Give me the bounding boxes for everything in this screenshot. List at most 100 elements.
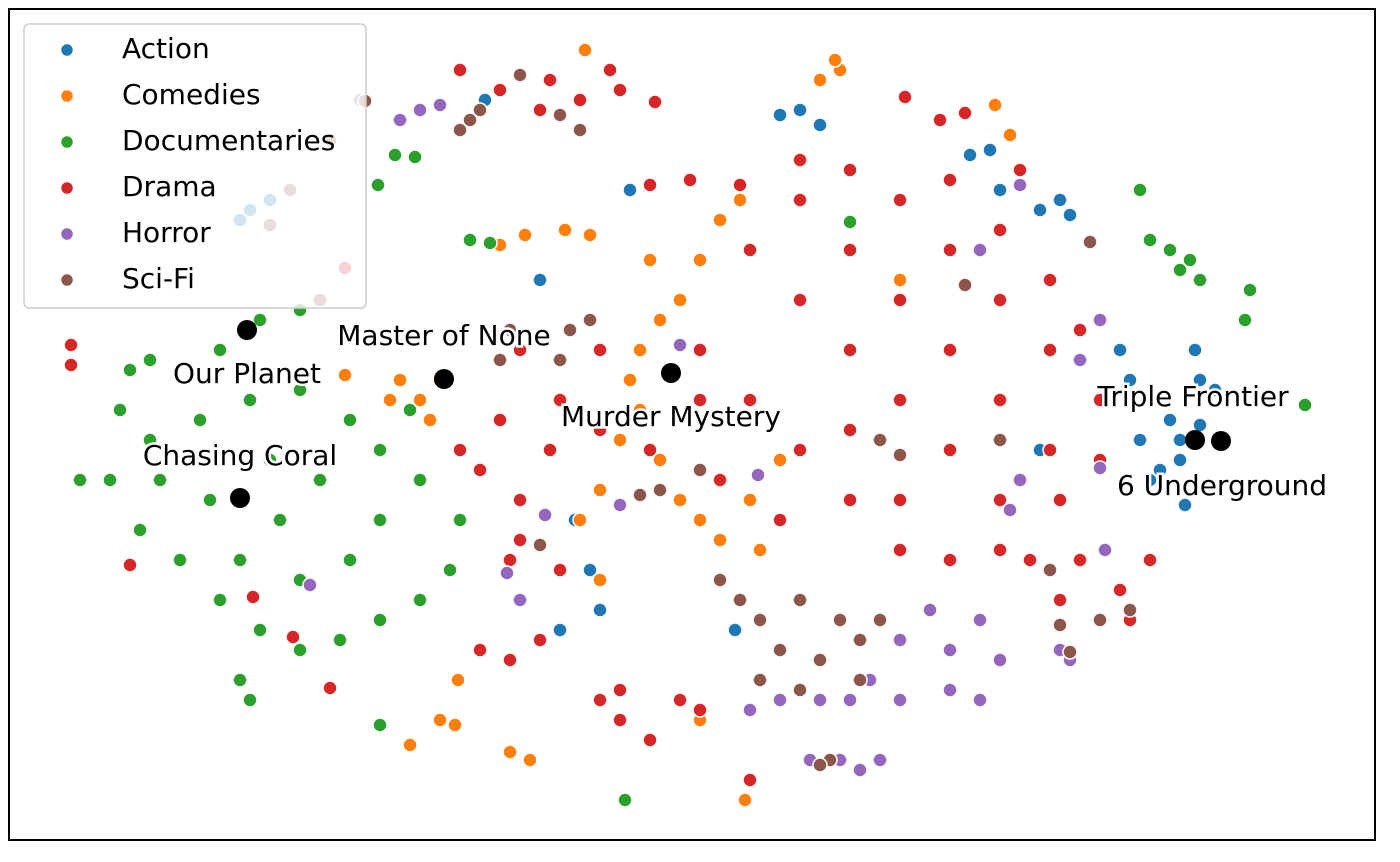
point bbox=[612, 432, 628, 448]
point bbox=[1012, 177, 1028, 193]
point bbox=[792, 292, 808, 308]
legend-label: Comedies bbox=[122, 78, 261, 111]
point bbox=[512, 67, 528, 83]
point bbox=[942, 342, 958, 358]
point bbox=[1132, 432, 1148, 448]
point bbox=[262, 452, 278, 468]
point bbox=[652, 482, 668, 498]
point bbox=[992, 182, 1008, 198]
point bbox=[447, 717, 463, 733]
point bbox=[192, 452, 208, 468]
point bbox=[942, 642, 958, 658]
point bbox=[672, 692, 688, 708]
point bbox=[647, 94, 663, 110]
point bbox=[612, 712, 628, 728]
point bbox=[337, 367, 353, 383]
point bbox=[1002, 502, 1018, 518]
point bbox=[512, 342, 528, 358]
point bbox=[942, 242, 958, 258]
point bbox=[812, 757, 828, 773]
point bbox=[1092, 312, 1108, 328]
point bbox=[402, 737, 418, 753]
point bbox=[792, 682, 808, 698]
point bbox=[1172, 262, 1188, 278]
point bbox=[202, 492, 218, 508]
point bbox=[1192, 417, 1208, 433]
point bbox=[852, 672, 868, 688]
point bbox=[452, 512, 468, 528]
legend-marker bbox=[59, 42, 75, 58]
point bbox=[517, 227, 533, 243]
point bbox=[499, 565, 515, 581]
point bbox=[472, 642, 488, 658]
point bbox=[1142, 232, 1158, 248]
point bbox=[372, 612, 388, 628]
point bbox=[752, 612, 768, 628]
point bbox=[492, 412, 508, 428]
point bbox=[1062, 644, 1078, 660]
point bbox=[532, 537, 548, 553]
point bbox=[692, 342, 708, 358]
point bbox=[462, 232, 478, 248]
legend-label: Sci-Fi bbox=[122, 262, 195, 295]
point bbox=[772, 642, 788, 658]
point bbox=[892, 492, 908, 508]
point bbox=[992, 652, 1008, 668]
point bbox=[63, 357, 79, 373]
point bbox=[1042, 342, 1058, 358]
annotations: Our Planet Master of None Murder Mystery Ch… bbox=[140, 317, 1330, 508]
point bbox=[322, 680, 338, 696]
point bbox=[992, 392, 1008, 408]
point bbox=[642, 732, 658, 748]
point bbox=[1032, 202, 1048, 218]
highlight-point bbox=[237, 320, 257, 340]
point bbox=[370, 177, 386, 193]
point bbox=[532, 102, 548, 118]
point bbox=[772, 107, 788, 123]
point bbox=[1142, 552, 1158, 568]
point bbox=[245, 589, 261, 605]
point bbox=[892, 392, 908, 408]
point bbox=[552, 107, 568, 123]
annotation-label: Our Planet bbox=[173, 357, 321, 390]
point bbox=[972, 612, 988, 628]
point bbox=[592, 692, 608, 708]
point bbox=[632, 402, 648, 418]
point bbox=[652, 452, 668, 468]
legend-box bbox=[23, 23, 367, 309]
point bbox=[272, 512, 288, 528]
point bbox=[532, 632, 548, 648]
point bbox=[552, 562, 568, 578]
point bbox=[492, 82, 508, 98]
point bbox=[692, 702, 708, 718]
point bbox=[812, 652, 828, 668]
point bbox=[750, 467, 766, 483]
point bbox=[332, 632, 348, 648]
point bbox=[492, 352, 508, 368]
point bbox=[892, 272, 908, 288]
point bbox=[957, 105, 973, 121]
point bbox=[1082, 234, 1098, 250]
point bbox=[692, 252, 708, 268]
point bbox=[742, 772, 758, 788]
point bbox=[642, 252, 658, 268]
point bbox=[672, 492, 688, 508]
point bbox=[622, 372, 638, 388]
point bbox=[772, 452, 788, 468]
point bbox=[285, 629, 301, 645]
point bbox=[1042, 272, 1058, 288]
legend-marker bbox=[59, 134, 75, 150]
point bbox=[312, 472, 328, 488]
highlight-point bbox=[434, 369, 454, 389]
point bbox=[577, 42, 593, 58]
point bbox=[512, 492, 528, 508]
point bbox=[992, 292, 1008, 308]
point bbox=[892, 447, 908, 463]
point bbox=[992, 432, 1008, 448]
point bbox=[672, 337, 688, 353]
point bbox=[1162, 242, 1178, 258]
point bbox=[252, 312, 268, 328]
point bbox=[1142, 472, 1158, 488]
point bbox=[542, 442, 558, 458]
point bbox=[232, 552, 248, 568]
